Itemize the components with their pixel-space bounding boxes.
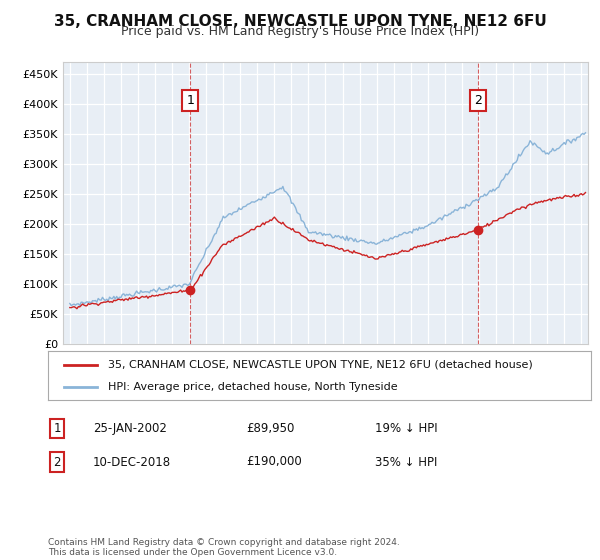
Text: 1: 1 xyxy=(187,94,194,107)
Text: 25-JAN-2002: 25-JAN-2002 xyxy=(93,422,167,435)
Text: £89,950: £89,950 xyxy=(246,422,295,435)
Text: 2: 2 xyxy=(474,94,482,107)
Text: HPI: Average price, detached house, North Tyneside: HPI: Average price, detached house, Nort… xyxy=(108,381,397,391)
Text: 35, CRANHAM CLOSE, NEWCASTLE UPON TYNE, NE12 6FU: 35, CRANHAM CLOSE, NEWCASTLE UPON TYNE, … xyxy=(53,14,547,29)
Text: 10-DEC-2018: 10-DEC-2018 xyxy=(93,455,171,469)
Text: £190,000: £190,000 xyxy=(246,455,302,469)
Text: 19% ↓ HPI: 19% ↓ HPI xyxy=(375,422,437,435)
Text: 35, CRANHAM CLOSE, NEWCASTLE UPON TYNE, NE12 6FU (detached house): 35, CRANHAM CLOSE, NEWCASTLE UPON TYNE, … xyxy=(108,360,532,370)
Text: 2: 2 xyxy=(53,455,61,469)
Text: 35% ↓ HPI: 35% ↓ HPI xyxy=(375,455,437,469)
Text: Contains HM Land Registry data © Crown copyright and database right 2024.
This d: Contains HM Land Registry data © Crown c… xyxy=(48,538,400,557)
Text: 1: 1 xyxy=(53,422,61,435)
Text: Price paid vs. HM Land Registry's House Price Index (HPI): Price paid vs. HM Land Registry's House … xyxy=(121,25,479,38)
